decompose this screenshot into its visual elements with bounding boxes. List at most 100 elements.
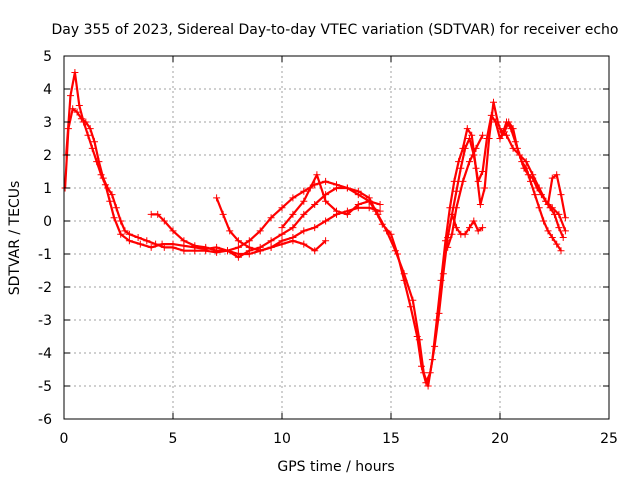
data-point	[553, 171, 561, 179]
data-point	[88, 144, 96, 152]
data-point	[343, 210, 351, 218]
series-track-9	[444, 131, 487, 251]
series-track-2	[62, 69, 567, 390]
data-point	[234, 243, 242, 251]
data-point	[459, 144, 467, 152]
x-tick-label: 5	[169, 431, 178, 447]
data-point	[97, 171, 105, 179]
data-point	[333, 181, 340, 189]
data-point	[219, 210, 227, 218]
y-tick-label: -6	[38, 412, 52, 428]
data-point	[322, 197, 330, 205]
data-point	[112, 204, 120, 212]
data-point	[91, 138, 98, 146]
data-point	[234, 237, 242, 245]
y-tick-label: -2	[38, 280, 52, 296]
data-point	[540, 217, 548, 225]
data-point	[485, 135, 493, 142]
data-point	[459, 177, 467, 185]
data-point	[300, 210, 308, 218]
data-point	[67, 92, 74, 100]
x-axis-label: GPS time / hours	[277, 459, 394, 475]
data-point	[158, 240, 166, 248]
data-point	[479, 224, 487, 232]
data-point	[143, 237, 151, 245]
data-point	[354, 201, 362, 208]
data-point	[548, 174, 556, 182]
data-point	[93, 158, 101, 166]
data-point	[73, 108, 81, 116]
data-point	[289, 237, 297, 245]
data-point	[383, 227, 391, 235]
data-point	[75, 102, 83, 109]
data-point	[147, 210, 155, 218]
data-point	[466, 158, 473, 166]
data-point	[507, 125, 515, 133]
data-point	[452, 187, 460, 195]
data-point	[450, 177, 458, 185]
data-point	[278, 224, 286, 232]
data-point	[490, 98, 497, 106]
data-point	[433, 316, 441, 324]
data-point	[134, 234, 142, 241]
data-point	[555, 224, 563, 232]
data-point	[535, 184, 543, 192]
data-point	[503, 118, 510, 126]
data-point	[548, 234, 556, 241]
grid-lines	[64, 56, 609, 419]
data-point	[555, 210, 563, 218]
data-point	[548, 204, 556, 212]
data-point	[191, 242, 199, 250]
data-point	[169, 227, 177, 235]
data-point	[457, 164, 465, 172]
data-point	[267, 243, 275, 251]
data-point	[561, 227, 569, 235]
data-point	[553, 240, 561, 248]
data-point	[289, 224, 297, 232]
plot-frame	[63, 55, 610, 420]
data-point	[376, 201, 384, 208]
y-tick-label: -5	[38, 379, 52, 395]
data-point	[226, 227, 234, 235]
data-point	[448, 230, 456, 238]
data-point	[365, 197, 373, 205]
x-tick-label: 15	[382, 431, 400, 447]
data-point	[466, 224, 473, 232]
data-point	[311, 201, 319, 208]
data-point	[561, 214, 569, 222]
data-point	[125, 237, 133, 245]
y-tick-label: 4	[43, 82, 52, 98]
series-line	[64, 107, 562, 384]
data-point	[278, 240, 286, 248]
series-track-5	[278, 171, 384, 232]
data-point	[544, 201, 552, 208]
data-point	[117, 230, 125, 238]
y-tick-label: -4	[38, 346, 52, 362]
data-point	[531, 191, 539, 199]
data-point	[180, 237, 188, 245]
data-point	[503, 131, 510, 139]
data-point	[522, 158, 530, 166]
data-point	[420, 369, 428, 377]
data-point	[289, 210, 297, 218]
data-point	[322, 217, 330, 225]
data-point	[121, 227, 129, 235]
x-tick-label: 25	[600, 431, 618, 447]
data-point	[154, 210, 162, 218]
data-point	[415, 336, 423, 344]
data-point	[117, 217, 125, 225]
data-point	[245, 243, 253, 251]
data-point	[444, 243, 452, 251]
data-point	[322, 177, 330, 185]
data-point	[267, 214, 275, 222]
data-point	[213, 247, 221, 255]
data-point	[110, 214, 118, 222]
data-point	[86, 125, 94, 133]
data-point	[544, 227, 552, 235]
data-point	[245, 237, 253, 245]
data-point	[311, 224, 319, 232]
x-axis-tick-labels: 0 5 10 15 20 25	[60, 431, 618, 447]
data-point	[202, 243, 210, 251]
data-point	[108, 191, 116, 199]
data-point	[557, 191, 565, 199]
